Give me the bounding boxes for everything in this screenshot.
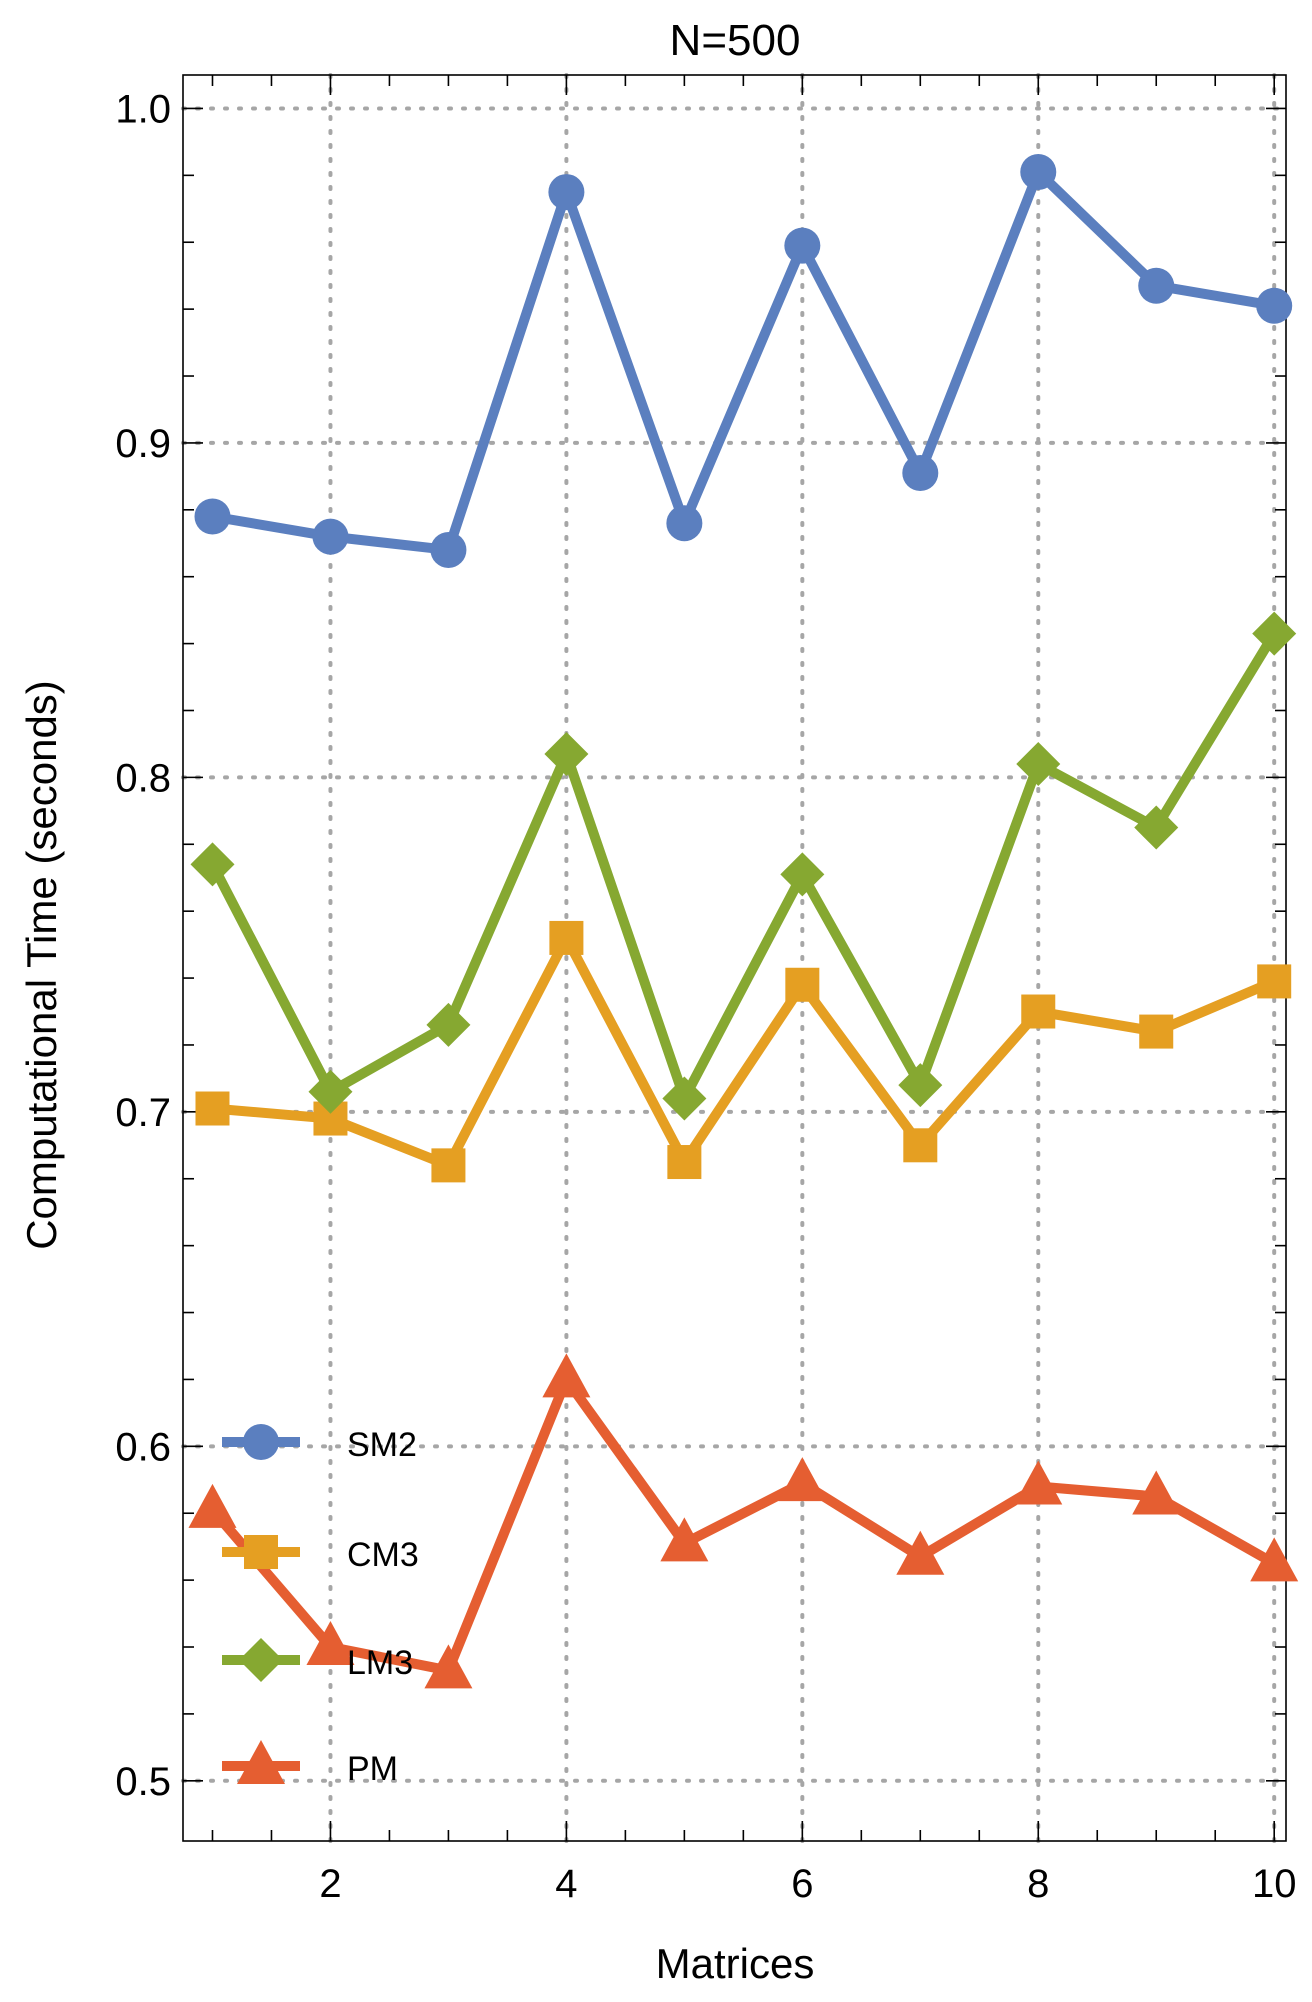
data-point-sm2 bbox=[902, 455, 939, 492]
chart-title: N=500 bbox=[670, 16, 801, 65]
legend-marker-lm3 bbox=[239, 1638, 283, 1682]
plot-frame bbox=[182, 74, 1287, 1842]
data-point-sm2 bbox=[1138, 267, 1175, 304]
data-point-lm3 bbox=[190, 842, 235, 887]
data-point-cm3 bbox=[667, 1145, 702, 1180]
data-point-lm3 bbox=[1134, 805, 1179, 850]
series-cm3 bbox=[195, 920, 1292, 1183]
series-layer bbox=[188, 153, 1299, 1689]
x-tick-label: 2 bbox=[319, 1862, 341, 1906]
tick-layer: 0.5 0.6 0.7 0.8 0.9 1.0 2 4 6 8 10 bbox=[115, 75, 1296, 1906]
data-point-sm2 bbox=[1020, 153, 1057, 190]
data-point-lm3 bbox=[662, 1076, 707, 1121]
data-point-cm3 bbox=[1257, 964, 1292, 999]
x-tick-label: 4 bbox=[555, 1862, 577, 1906]
x-axis-label: Matrices bbox=[656, 1940, 815, 1987]
data-point-lm3 bbox=[308, 1069, 353, 1114]
legend-item-lm3: LM3 bbox=[222, 1638, 413, 1682]
data-point-sm2 bbox=[312, 518, 349, 555]
data-point-sm2 bbox=[548, 174, 585, 211]
legend-label-lm3: LM3 bbox=[347, 1644, 413, 1682]
data-point-sm2 bbox=[1256, 287, 1293, 324]
data-point-pm bbox=[778, 1457, 827, 1502]
data-point-lm3 bbox=[780, 852, 825, 897]
series-line-lm3 bbox=[207, 628, 1280, 1104]
series-sm2 bbox=[194, 153, 1293, 568]
legend-label-cm3: CM3 bbox=[347, 1536, 419, 1574]
data-point-cm3 bbox=[1021, 994, 1056, 1029]
y-tick-label: 1.0 bbox=[115, 87, 171, 131]
legend-item-pm: PM bbox=[222, 1740, 398, 1788]
data-point-pm bbox=[424, 1644, 473, 1689]
series-line-cm3 bbox=[207, 932, 1280, 1171]
data-point-sm2 bbox=[430, 531, 467, 568]
data-point-pm bbox=[188, 1483, 237, 1528]
y-axis-label: Computational Time (seconds) bbox=[18, 680, 65, 1250]
series-line-pm bbox=[207, 1374, 1280, 1676]
data-point-sm2 bbox=[194, 498, 231, 535]
data-point-cm3 bbox=[431, 1148, 466, 1183]
series-lm3 bbox=[190, 611, 1297, 1121]
data-point-cm3 bbox=[785, 967, 820, 1002]
y-tick-label: 0.7 bbox=[115, 1091, 171, 1135]
data-point-lm3 bbox=[1252, 611, 1297, 656]
legend-marker-pm bbox=[237, 1740, 285, 1784]
data-point-pm bbox=[542, 1353, 591, 1398]
data-point-cm3 bbox=[195, 1091, 230, 1126]
data-point-sm2 bbox=[666, 505, 703, 542]
data-point-pm bbox=[896, 1530, 945, 1575]
data-point-pm bbox=[306, 1621, 355, 1666]
data-point-lm3 bbox=[1016, 742, 1061, 787]
y-tick-label: 0.8 bbox=[115, 756, 171, 800]
y-tick-label: 0.5 bbox=[115, 1760, 171, 1804]
grid-layer bbox=[181, 73, 1288, 1843]
x-tick-label: 10 bbox=[1252, 1862, 1297, 1906]
x-tick-label: 8 bbox=[1027, 1862, 1049, 1906]
legend: SM2 CM3 LM3 PM bbox=[222, 1424, 419, 1788]
legend-marker-cm3 bbox=[244, 1535, 278, 1569]
legend-item-sm2: SM2 bbox=[222, 1424, 417, 1464]
legend-marker-sm2 bbox=[243, 1424, 279, 1460]
series-line-sm2 bbox=[207, 166, 1280, 555]
x-tick-label: 6 bbox=[791, 1862, 813, 1906]
data-point-lm3 bbox=[426, 1002, 471, 1047]
data-point-pm bbox=[660, 1517, 709, 1562]
legend-item-cm3: CM3 bbox=[222, 1535, 419, 1574]
data-point-sm2 bbox=[784, 227, 821, 264]
data-point-cm3 bbox=[903, 1128, 938, 1163]
data-point-pm bbox=[1014, 1460, 1063, 1505]
data-point-lm3 bbox=[544, 731, 589, 776]
data-point-cm3 bbox=[549, 920, 584, 955]
data-point-cm3 bbox=[1139, 1014, 1174, 1049]
data-point-lm3 bbox=[898, 1063, 943, 1108]
y-tick-label: 0.9 bbox=[115, 422, 171, 466]
series-pm bbox=[188, 1353, 1299, 1689]
legend-label-pm: PM bbox=[347, 1750, 398, 1788]
legend-label-sm2: SM2 bbox=[347, 1426, 417, 1464]
data-point-pm bbox=[1132, 1470, 1181, 1515]
y-tick-label: 0.6 bbox=[115, 1425, 171, 1469]
data-point-pm bbox=[1250, 1537, 1299, 1582]
